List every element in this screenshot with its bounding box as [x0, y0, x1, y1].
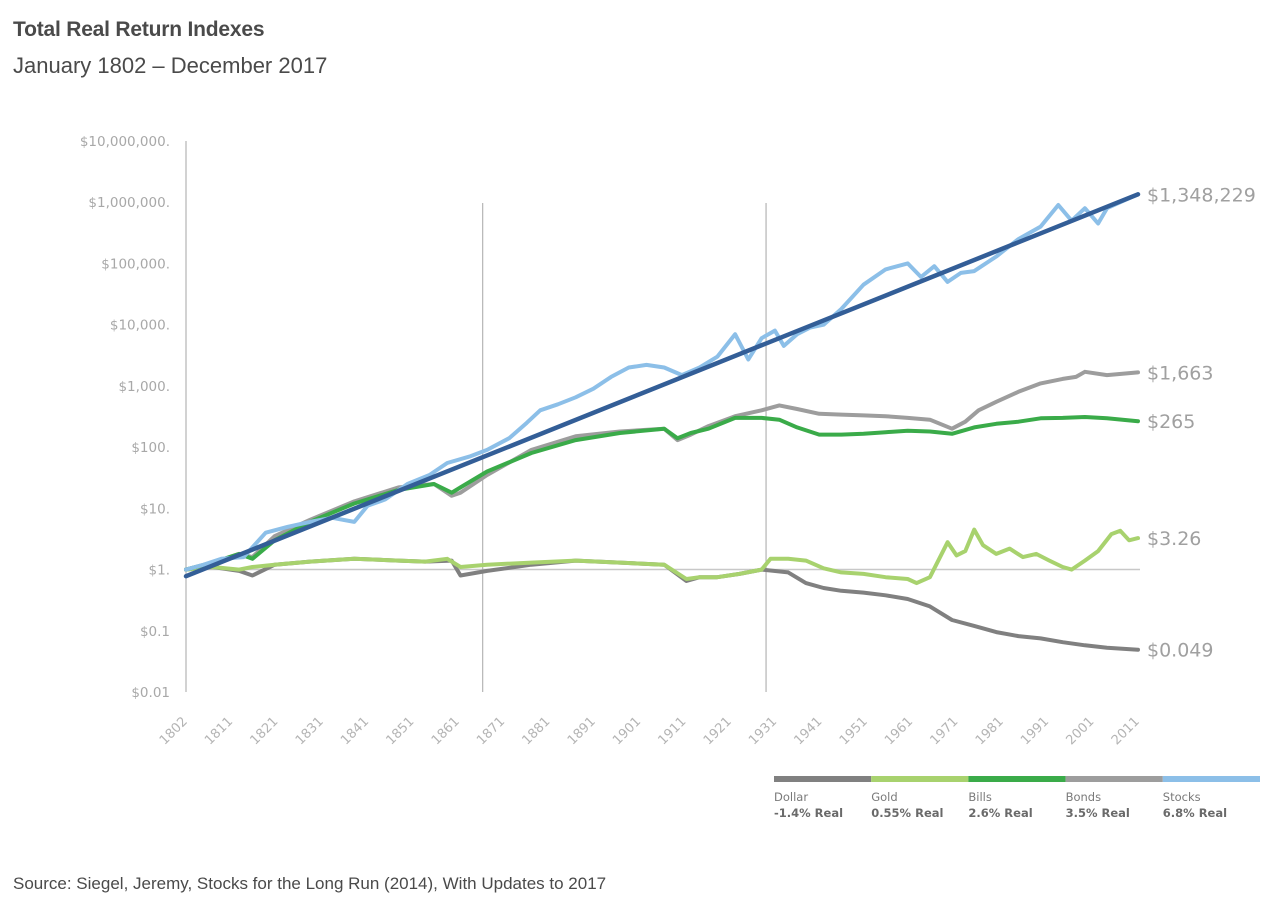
legend-name-dollar: Dollar	[774, 790, 808, 804]
series-lines	[183, 192, 1141, 652]
legend-rate-bonds: 3.5% Real	[1066, 806, 1130, 820]
source-note: Source: Siegel, Jeremy, Stocks for the L…	[13, 874, 607, 893]
y-tick-label: $1,000.	[118, 379, 170, 395]
legend-swatch-gold	[871, 776, 969, 782]
x-tick-label: 1891	[565, 714, 599, 748]
x-tick-label: 1901	[610, 714, 644, 748]
x-tick-label: 1881	[519, 714, 553, 748]
legend-name-gold: Gold	[871, 790, 897, 804]
y-tick-label: $1.	[149, 563, 170, 579]
legend-swatch-bonds	[1065, 776, 1163, 782]
y-tick-label: $0.1	[140, 624, 170, 640]
x-tick-label: 1861	[429, 714, 463, 748]
x-tick-label: 1851	[383, 714, 417, 748]
legend-rate-gold: 0.55% Real	[871, 806, 943, 820]
end-label-dollar: $0.049	[1147, 640, 1213, 662]
legend-rate-stocks: 6.8% Real	[1163, 806, 1227, 820]
y-tick-label: $10,000,000.	[80, 134, 170, 150]
legend-name-stocks: Stocks	[1163, 790, 1201, 804]
series-line-dollar	[184, 556, 1140, 652]
y-tick-label: $10.	[140, 501, 170, 517]
x-tick-label: 1802	[157, 714, 191, 748]
y-axis: $10,000,000. $1,000,000. $100,000. $10,000.…	[80, 134, 187, 701]
x-tick-label: 1951	[837, 714, 871, 748]
legend-swatch-dollar	[774, 776, 872, 782]
end-label-gold: $3.26	[1147, 528, 1201, 550]
x-tick-label: 1811	[202, 714, 236, 748]
x-tick-label: 1941	[791, 714, 825, 748]
x-tick-label: 1871	[474, 714, 508, 748]
x-tick-label: 1961	[882, 714, 916, 748]
legend-rate-dollar: -1.4% Real	[774, 806, 843, 820]
chart-subtitle: January 1802 – December 2017	[13, 53, 328, 78]
end-label-bills: $265	[1147, 411, 1195, 433]
series-line-bills	[184, 415, 1140, 572]
legend-name-bonds: Bonds	[1066, 790, 1102, 804]
legend-rate-bills: 2.6% Real	[968, 806, 1032, 820]
series-line-gold	[184, 527, 1140, 586]
x-tick-label: 1831	[293, 714, 327, 748]
end-labels: $0.049 $3.26 $265 $1,663 $1,348,229	[1147, 184, 1256, 661]
series-line-stocks	[184, 192, 1140, 572]
legend: Dollar -1.4% Real Gold 0.55% Real Bills 2.6% …	[774, 776, 1260, 820]
y-tick-label: $100,000.	[101, 256, 170, 272]
x-tick-label: 1971	[927, 714, 961, 748]
series-line-bonds	[184, 369, 1140, 572]
reference-lines	[186, 203, 1140, 692]
x-tick-label: 1911	[655, 714, 689, 748]
chart: $10,000,000. $1,000,000. $100,000. $10,000.…	[80, 134, 1260, 820]
x-tick-label: 1821	[247, 714, 281, 748]
series-line-trend	[183, 192, 1141, 579]
x-tick-label: 1841	[338, 714, 372, 748]
x-tick-label: 1991	[1018, 714, 1052, 748]
end-label-stocks: $1,348,229	[1147, 184, 1256, 206]
x-tick-label: 2001	[1063, 714, 1097, 748]
x-tick-label: 1921	[701, 714, 735, 748]
y-tick-label: $10,000.	[110, 318, 170, 334]
x-tick-label: 1931	[746, 714, 780, 748]
y-tick-label: $100.	[131, 440, 170, 456]
end-label-bonds: $1,663	[1147, 362, 1213, 384]
legend-swatch-stocks	[1162, 776, 1260, 782]
y-tick-label: $1,000,000.	[88, 195, 170, 211]
chart-title: Total Real Return Indexes	[13, 18, 265, 41]
x-tick-label: 2011	[1109, 714, 1143, 748]
legend-swatch-bills	[968, 776, 1066, 782]
x-tick-label: 1981	[973, 714, 1007, 748]
legend-name-bills: Bills	[968, 790, 991, 804]
y-tick-label: $0.01	[131, 685, 170, 701]
x-axis-ticks: 1802 1811 1821 1831 1841 1851 1861 1871 1881 1891…	[157, 714, 1143, 748]
